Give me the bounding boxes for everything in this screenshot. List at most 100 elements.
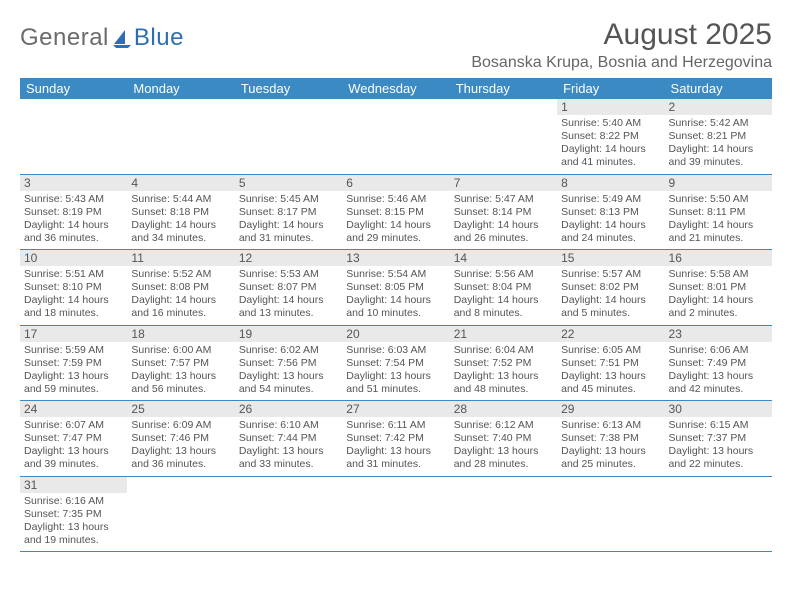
sunrise-text: Sunrise: 6:13 AM <box>561 419 660 432</box>
sunset-text: Sunset: 8:11 PM <box>669 206 768 219</box>
day-number: 26 <box>235 401 342 417</box>
sunrise-text: Sunrise: 6:03 AM <box>346 344 445 357</box>
day-number: 11 <box>127 250 234 266</box>
title-block: August 2025 Bosanska Krupa, Bosnia and H… <box>471 18 772 72</box>
sunrise-text: Sunrise: 5:58 AM <box>669 268 768 281</box>
sunrise-text: Sunrise: 6:15 AM <box>669 419 768 432</box>
daylight-text: Daylight: 13 hours and 19 minutes. <box>24 521 123 547</box>
empty-cell <box>20 99 127 174</box>
sunset-text: Sunset: 7:40 PM <box>454 432 553 445</box>
day-info: Sunrise: 6:06 AMSunset: 7:49 PMDaylight:… <box>669 344 768 397</box>
sunset-text: Sunset: 8:07 PM <box>239 281 338 294</box>
day-cell: 11Sunrise: 5:52 AMSunset: 8:08 PMDayligh… <box>127 250 234 326</box>
sunrise-text: Sunrise: 5:57 AM <box>561 268 660 281</box>
day-number: 21 <box>450 326 557 342</box>
sunrise-text: Sunrise: 6:11 AM <box>346 419 445 432</box>
sunrise-text: Sunrise: 5:54 AM <box>346 268 445 281</box>
day-number: 8 <box>557 175 664 191</box>
logo-text-general: General <box>20 24 109 52</box>
sunrise-text: Sunrise: 5:43 AM <box>24 193 123 206</box>
daylight-text: Daylight: 14 hours and 5 minutes. <box>561 294 660 320</box>
sunset-text: Sunset: 7:35 PM <box>24 508 123 521</box>
day-info: Sunrise: 6:00 AMSunset: 7:57 PMDaylight:… <box>131 344 230 397</box>
day-info: Sunrise: 5:58 AMSunset: 8:01 PMDaylight:… <box>669 268 768 321</box>
weekday-header-row: SundayMondayTuesdayWednesdayThursdayFrid… <box>20 78 772 99</box>
day-cell: 27Sunrise: 6:11 AMSunset: 7:42 PMDayligh… <box>342 401 449 477</box>
day-cell: 23Sunrise: 6:06 AMSunset: 7:49 PMDayligh… <box>665 325 772 401</box>
day-info: Sunrise: 5:54 AMSunset: 8:05 PMDaylight:… <box>346 268 445 321</box>
sunrise-text: Sunrise: 5:45 AM <box>239 193 338 206</box>
day-cell: 25 Sunrise: 6:09 AMSunset: 7:46 PMDayligh… <box>127 401 234 477</box>
day-info: Sunrise: 5:47 AMSunset: 8:14 PMDaylight:… <box>454 193 553 246</box>
day-cell: 14Sunrise: 5:56 AMSunset: 8:04 PMDayligh… <box>450 250 557 326</box>
day-cell: 19Sunrise: 6:02 AMSunset: 7:56 PMDayligh… <box>235 325 342 401</box>
day-cell: 26 Sunrise: 6:10 AMSunset: 7:44 PMDayligh… <box>235 401 342 477</box>
day-number: 15 <box>557 250 664 266</box>
sunrise-text: Sunrise: 5:47 AM <box>454 193 553 206</box>
sunset-text: Sunset: 7:49 PM <box>669 357 768 370</box>
day-cell: 3Sunrise: 5:43 AMSunset: 8:19 PMDaylight… <box>20 174 127 250</box>
day-info: Sunrise: 6:10 AMSunset: 7:44 PMDaylight:… <box>239 419 338 472</box>
day-number: 13 <box>342 250 449 266</box>
calendar-row: 24Sunrise: 6:07 AMSunset: 7:47 PMDayligh… <box>20 401 772 477</box>
sunset-text: Sunset: 7:59 PM <box>24 357 123 370</box>
sunset-text: Sunset: 7:54 PM <box>346 357 445 370</box>
day-number: 31 <box>20 477 127 493</box>
daylight-text: Daylight: 14 hours and 36 minutes. <box>24 219 123 245</box>
day-number: 22 <box>557 326 664 342</box>
daylight-text: Daylight: 14 hours and 24 minutes. <box>561 219 660 245</box>
sunset-text: Sunset: 7:38 PM <box>561 432 660 445</box>
sunset-text: Sunset: 7:57 PM <box>131 357 230 370</box>
daylight-text: Daylight: 13 hours and 31 minutes. <box>346 445 445 471</box>
sunset-text: Sunset: 8:17 PM <box>239 206 338 219</box>
sunrise-text: Sunrise: 5:40 AM <box>561 117 660 130</box>
daylight-text: Daylight: 13 hours and 45 minutes. <box>561 370 660 396</box>
sunset-text: Sunset: 7:51 PM <box>561 357 660 370</box>
calendar-body: 1Sunrise: 5:40 AMSunset: 8:22 PMDaylight… <box>20 99 772 552</box>
day-info: Sunrise: 6:09 AMSunset: 7:46 PMDaylight:… <box>131 419 230 472</box>
sunset-text: Sunset: 8:14 PM <box>454 206 553 219</box>
day-cell: 2Sunrise: 5:42 AMSunset: 8:21 PMDaylight… <box>665 99 772 174</box>
sunset-text: Sunset: 7:47 PM <box>24 432 123 445</box>
day-cell: 4Sunrise: 5:44 AMSunset: 8:18 PMDaylight… <box>127 174 234 250</box>
sunset-text: Sunset: 8:19 PM <box>24 206 123 219</box>
day-number: 19 <box>235 326 342 342</box>
day-number: 7 <box>450 175 557 191</box>
day-cell: 16 Sunrise: 5:58 AMSunset: 8:01 PMDayligh… <box>665 250 772 326</box>
sunset-text: Sunset: 7:42 PM <box>346 432 445 445</box>
empty-cell <box>127 99 234 174</box>
day-cell: 24Sunrise: 6:07 AMSunset: 7:47 PMDayligh… <box>20 401 127 477</box>
day-number: 17 <box>20 326 127 342</box>
page-subtitle: Bosanska Krupa, Bosnia and Herzegovina <box>471 54 772 72</box>
empty-cell <box>450 476 557 552</box>
day-cell: 10Sunrise: 5:51 AMSunset: 8:10 PMDayligh… <box>20 250 127 326</box>
sail-icon <box>111 28 133 48</box>
header: General Blue August 2025 Bosanska Krupa,… <box>20 18 772 72</box>
sunrise-text: Sunrise: 5:59 AM <box>24 344 123 357</box>
daylight-text: Daylight: 13 hours and 48 minutes. <box>454 370 553 396</box>
sunrise-text: Sunrise: 6:02 AM <box>239 344 338 357</box>
day-number: 4 <box>127 175 234 191</box>
sunset-text: Sunset: 7:52 PM <box>454 357 553 370</box>
day-info: Sunrise: 5:57 AMSunset: 8:02 PMDaylight:… <box>561 268 660 321</box>
day-cell: 31Sunrise: 6:16 AMSunset: 7:35 PMDayligh… <box>20 476 127 552</box>
sunset-text: Sunset: 7:37 PM <box>669 432 768 445</box>
empty-cell <box>342 476 449 552</box>
calendar-row: 3Sunrise: 5:43 AMSunset: 8:19 PMDaylight… <box>20 174 772 250</box>
day-info: Sunrise: 6:11 AMSunset: 7:42 PMDaylight:… <box>346 419 445 472</box>
logo-text-blue: Blue <box>134 24 184 52</box>
day-cell: 21Sunrise: 6:04 AMSunset: 7:52 PMDayligh… <box>450 325 557 401</box>
daylight-text: Daylight: 14 hours and 13 minutes. <box>239 294 338 320</box>
sunset-text: Sunset: 7:44 PM <box>239 432 338 445</box>
daylight-text: Daylight: 14 hours and 2 minutes. <box>669 294 768 320</box>
day-number: 16 <box>665 250 772 266</box>
day-number: 6 <box>342 175 449 191</box>
page-title: August 2025 <box>471 18 772 52</box>
day-info: Sunrise: 6:15 AMSunset: 7:37 PMDaylight:… <box>669 419 768 472</box>
day-number: 25 <box>127 401 234 417</box>
sunrise-text: Sunrise: 5:49 AM <box>561 193 660 206</box>
daylight-text: Daylight: 14 hours and 31 minutes. <box>239 219 338 245</box>
daylight-text: Daylight: 14 hours and 41 minutes. <box>561 143 660 169</box>
empty-cell <box>665 476 772 552</box>
sunrise-text: Sunrise: 6:09 AM <box>131 419 230 432</box>
